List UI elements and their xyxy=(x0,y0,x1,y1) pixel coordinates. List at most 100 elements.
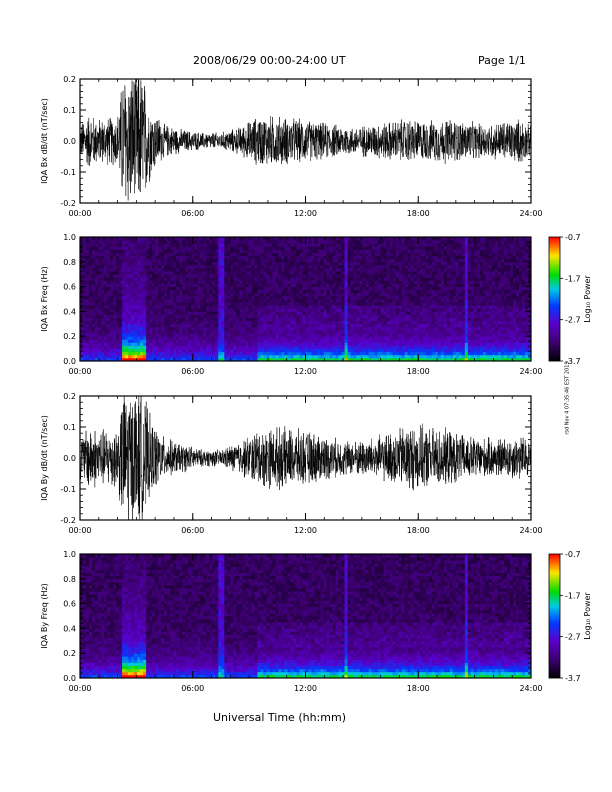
heat-cell xyxy=(182,280,186,284)
heat-cell xyxy=(347,345,351,349)
heat-cell xyxy=(233,345,237,349)
heat-cell xyxy=(110,264,114,269)
heat-cell xyxy=(179,258,183,263)
heat-cell xyxy=(377,339,382,343)
heat-cell xyxy=(386,268,391,272)
heat-cell xyxy=(131,268,135,272)
heat-cell xyxy=(383,339,388,343)
heat-cell xyxy=(242,292,246,297)
heat-cell xyxy=(140,292,144,297)
heat-cell xyxy=(107,240,111,244)
heat-cell xyxy=(395,240,400,244)
heat-cell xyxy=(338,255,342,260)
heat-cell xyxy=(374,351,379,356)
heat-cell xyxy=(155,320,159,325)
heat-cell xyxy=(338,345,342,349)
heat-cell xyxy=(311,336,315,340)
heat-cell xyxy=(161,302,165,306)
heat-cell xyxy=(272,302,276,306)
heat-cell xyxy=(149,314,153,318)
heat-cell xyxy=(404,351,409,356)
heat-cell xyxy=(275,299,279,303)
heat-cell xyxy=(155,299,159,303)
heat-cell xyxy=(368,311,373,315)
heat-cell xyxy=(272,311,276,315)
heat-cell xyxy=(254,295,258,300)
heat-cell xyxy=(194,348,198,353)
heat-cell xyxy=(290,240,294,244)
heat-cell xyxy=(242,295,246,300)
heat-cell xyxy=(212,243,216,247)
heat-cell xyxy=(140,255,144,260)
heat-cell xyxy=(173,342,177,346)
heat-cell xyxy=(125,252,129,256)
heat-cell xyxy=(272,255,276,260)
heat-cell xyxy=(272,268,276,272)
heat-cell xyxy=(317,339,321,343)
heat-cell xyxy=(80,243,84,247)
heat-cell xyxy=(95,271,99,275)
heat-cell xyxy=(401,323,406,328)
heat-cell xyxy=(83,320,87,325)
heat-cell xyxy=(125,240,129,244)
heat-cell xyxy=(419,274,424,278)
heat-cell xyxy=(374,339,379,343)
heat-cell xyxy=(122,308,126,312)
heat-cell xyxy=(353,289,358,294)
heat-cell xyxy=(386,311,391,315)
heat-cell xyxy=(383,302,388,306)
heat-cell xyxy=(140,280,144,284)
heat-cell xyxy=(212,342,216,346)
heat-cell xyxy=(380,317,385,322)
heat-cell xyxy=(275,292,279,297)
heat-cell xyxy=(410,323,415,328)
heat-cell xyxy=(95,351,99,356)
heat-cell xyxy=(209,252,213,256)
heat-cell xyxy=(206,326,210,331)
heat-cell xyxy=(404,246,409,250)
heat-cell xyxy=(131,336,135,340)
heat-cell xyxy=(221,249,225,253)
heat-cell xyxy=(191,351,195,356)
heat-cell xyxy=(389,308,394,312)
heat-cell xyxy=(314,277,318,281)
heat-cell xyxy=(344,357,348,362)
heat-cell xyxy=(275,246,279,250)
heat-cell xyxy=(308,333,312,337)
heat-cell xyxy=(143,274,147,278)
heat-cell xyxy=(257,243,261,247)
heat-cell xyxy=(86,237,90,241)
heat-cell xyxy=(167,314,171,318)
heat-cell xyxy=(131,255,135,260)
heat-cell xyxy=(431,289,436,294)
heat-cell xyxy=(92,271,96,275)
heat-cell xyxy=(218,320,222,325)
heat-cell xyxy=(281,255,285,260)
heat-cell xyxy=(173,326,177,331)
heat-cell xyxy=(413,286,418,291)
heat-cell xyxy=(140,342,144,346)
heat-cell xyxy=(329,339,333,343)
heat-cell xyxy=(134,330,138,334)
heat-cell xyxy=(149,286,153,291)
heat-cell xyxy=(107,351,111,356)
heat-cell xyxy=(437,261,442,266)
heat-cell xyxy=(317,336,321,340)
heat-cell xyxy=(134,258,138,263)
heat-cell xyxy=(299,314,303,318)
heat-cell xyxy=(281,339,285,343)
heat-cell xyxy=(332,255,336,260)
heat-cell xyxy=(356,339,361,343)
heat-cell xyxy=(92,326,96,331)
heat-cell xyxy=(179,323,183,328)
heat-cell xyxy=(377,283,382,287)
heat-cell xyxy=(173,295,177,300)
heat-cell xyxy=(398,308,403,312)
heat-cell xyxy=(332,258,336,263)
heat-cell xyxy=(284,274,288,278)
heat-cell xyxy=(272,345,276,349)
heat-cell xyxy=(293,268,297,272)
heat-cell xyxy=(149,274,153,278)
heat-cell xyxy=(362,345,367,349)
heat-cell xyxy=(188,277,192,281)
